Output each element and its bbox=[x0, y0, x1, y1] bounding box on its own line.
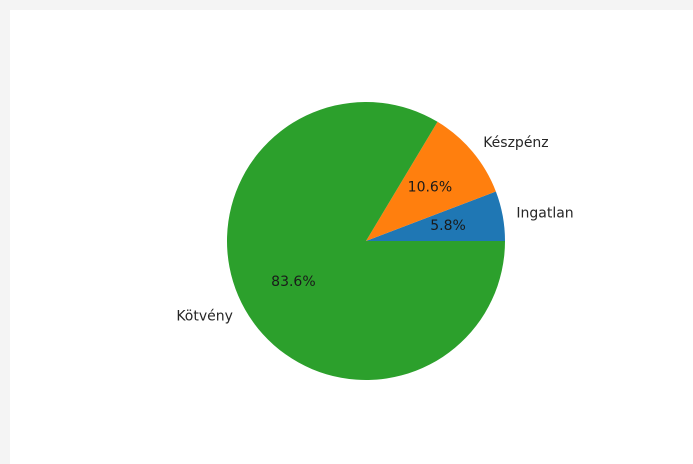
pie-slice-ingatlan bbox=[366, 191, 505, 241]
pct-label-kötvény: 83.6% bbox=[271, 274, 315, 290]
chart-figure: Ingatlan 5.8% Készpénz 10.6% Kötvény 83.6% bbox=[10, 10, 693, 464]
pct-label-ingatlan: 5.8% bbox=[430, 218, 466, 234]
pie-labels: Ingatlan 5.8% Készpénz 10.6% Kötvény 83.6% bbox=[176, 135, 573, 325]
pct-label-készpénz: 10.6% bbox=[408, 179, 452, 195]
pie-slice-készpénz bbox=[366, 121, 496, 241]
pie-slice-kötvény bbox=[227, 102, 506, 380]
slice-label-készpénz: Készpénz bbox=[483, 135, 548, 151]
pie-chart: Ingatlan 5.8% Készpénz 10.6% Kötvény 83.6% bbox=[176, 102, 574, 380]
slice-label-kötvény: Kötvény bbox=[176, 308, 233, 324]
slice-label-ingatlan: Ingatlan bbox=[516, 205, 573, 221]
pie-slices bbox=[227, 102, 506, 380]
